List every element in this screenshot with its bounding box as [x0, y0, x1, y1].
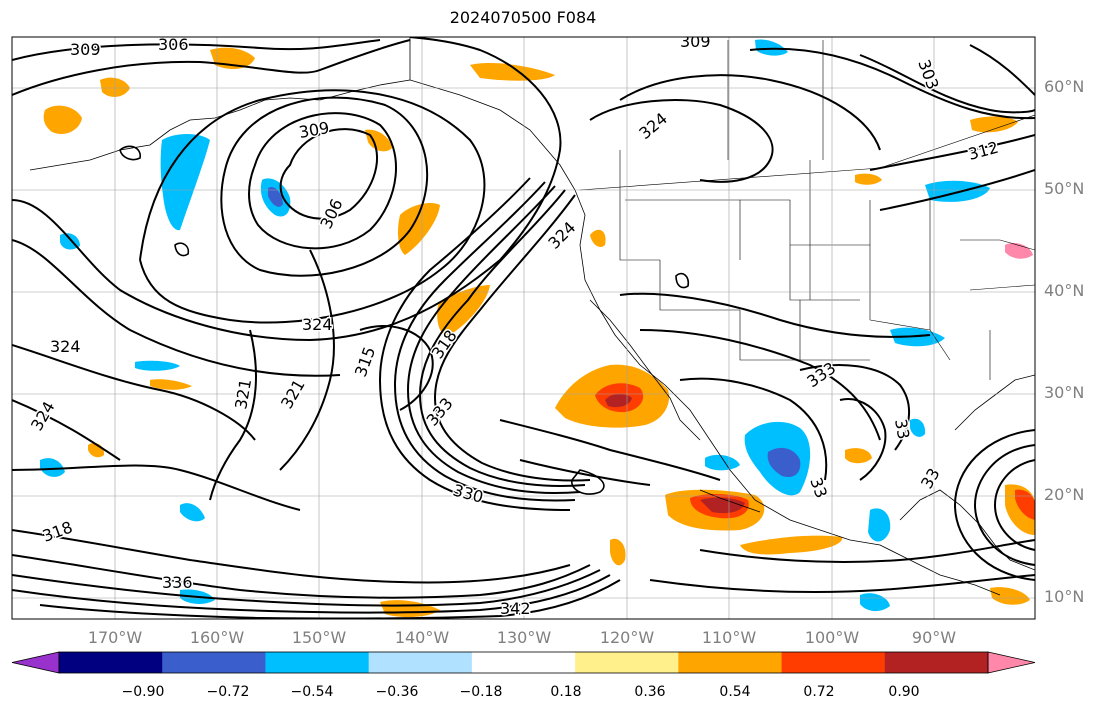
colorbar-segment: [678, 652, 783, 673]
lon-label: 150°W: [291, 628, 347, 647]
colorbar-segment: [884, 652, 989, 673]
contour-label: 306: [158, 35, 189, 54]
contour-label: 33: [891, 417, 913, 440]
colorbar-tick-label: 0.90: [888, 684, 920, 700]
contour-labels: 309 306 309 303 309 324 306 312 324 315 …: [26, 32, 1003, 619]
colorbar-tick-label: −0.72: [206, 684, 250, 700]
colorbar: [11, 651, 1036, 674]
colorbar-segment: [471, 652, 576, 673]
lat-label: 10°N: [1044, 587, 1085, 606]
contour-label: 336: [162, 573, 193, 592]
contour-label: 315: [351, 344, 379, 379]
lon-label: 160°W: [189, 628, 245, 647]
contour-label: 312: [966, 138, 1000, 164]
state-borders: [579, 40, 1035, 380]
contour-label: 309: [70, 40, 101, 59]
colorbar-tick-label: 0.72: [803, 684, 835, 700]
map-title: 2024070500 F084: [449, 8, 597, 27]
colorbar-frame: [58, 651, 989, 674]
contour-label: 309: [680, 32, 711, 51]
colorbar-segment: [162, 652, 266, 673]
contour-label: 324: [50, 337, 81, 356]
contour-label: 321: [231, 377, 255, 410]
colorbar-tick-label: 0.54: [719, 684, 751, 700]
lon-label: 90°W: [911, 628, 957, 647]
contour-label: 33: [806, 475, 831, 501]
colorbar-tick-label: −0.18: [459, 684, 503, 700]
colorbar-segment: [368, 652, 473, 673]
lon-label: 140°W: [394, 628, 450, 647]
colorbar-segment: [265, 652, 370, 673]
contour-label: 324: [27, 398, 59, 434]
lat-label: 50°N: [1044, 179, 1085, 198]
lat-label: 40°N: [1044, 281, 1085, 300]
colorbar-tick-label: −0.36: [375, 684, 419, 700]
lat-label: 30°N: [1044, 383, 1085, 402]
lat-label: 20°N: [1044, 485, 1085, 504]
graticule: [12, 37, 1035, 619]
colorbar-segment: [575, 652, 679, 673]
contour-label: 318: [40, 517, 75, 545]
colorbar-tick-label: 0.36: [634, 684, 666, 700]
contour-label: 330: [451, 481, 485, 507]
lon-label: 100°W: [804, 628, 860, 647]
colorbar-tick-label: 0.18: [550, 684, 582, 700]
colorbar-extend-min: [11, 651, 60, 674]
lon-label: 120°W: [599, 628, 655, 647]
map-frame: [11, 36, 1036, 620]
contours: [12, 37, 1035, 619]
colorbar-tick-label: −0.54: [290, 684, 334, 700]
contour-label: 309: [297, 118, 330, 142]
contour-label: 303: [914, 57, 942, 92]
contour-label: 324: [302, 315, 333, 334]
contour-label: 33: [917, 465, 944, 492]
lat-label: 60°N: [1044, 77, 1085, 96]
contour-label: 324: [635, 109, 671, 143]
colorbar-segment: [59, 652, 163, 673]
lon-label: 170°W: [87, 628, 143, 647]
contour-label: 333: [803, 358, 839, 391]
contour-label: 342: [500, 599, 531, 618]
colorbar-extend-max: [987, 651, 1036, 674]
shaded-field: [40, 39, 1035, 618]
lon-label: 110°W: [701, 628, 757, 647]
contour-label: 324: [544, 218, 579, 253]
contour-label: 333: [423, 394, 457, 430]
colorbar-segment: [781, 652, 886, 673]
colorbar-tick-label: −0.90: [121, 684, 165, 700]
lon-label: 130°W: [496, 628, 552, 647]
